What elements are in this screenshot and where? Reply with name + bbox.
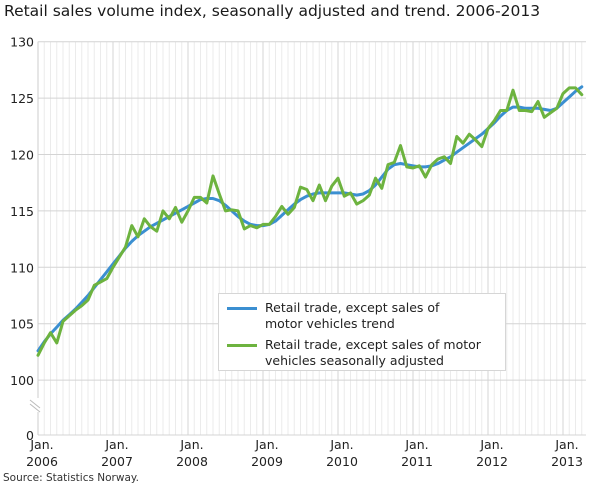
x-tick-label-year: 2012 (476, 454, 508, 469)
legend-label-sa-line2: vehicles seasonally adjusted (265, 353, 444, 368)
y-tick-label: 105 (10, 317, 34, 332)
y-tick-label: 120 (10, 148, 34, 163)
y-tick-label: 110 (10, 260, 34, 275)
x-tick-label-month: Jan. (29, 437, 53, 452)
x-tick-label-month: Jan. (554, 437, 578, 452)
x-tick-label-year: 2008 (176, 454, 208, 469)
chart-title: Retail sales volume index, seasonally ad… (4, 2, 541, 20)
x-tick-label-month: Jan. (404, 437, 428, 452)
x-tick-label-year: 2011 (401, 454, 433, 469)
axis-break-mark (29, 403, 41, 413)
legend-swatch-trend (227, 307, 257, 310)
x-tick-label-year: 2006 (26, 454, 58, 469)
legend: Retail trade, except sales of motor vehi… (218, 293, 506, 371)
legend-swatch-seasonally-adjusted (227, 344, 257, 347)
axis-break-mark (29, 399, 41, 409)
y-tick-label: 115 (10, 204, 34, 219)
x-tick-label-month: Jan. (479, 437, 503, 452)
x-tick-label-year: 2009 (251, 454, 283, 469)
x-tick-label-month: Jan. (179, 437, 203, 452)
legend-label-trend-line1: Retail trade, except sales of (265, 300, 440, 315)
y-tick-label: 130 (10, 35, 34, 50)
x-tick-label-year: 2007 (101, 454, 133, 469)
y-tick-label: 0 (26, 428, 34, 443)
x-tick-label-month: Jan. (104, 437, 128, 452)
x-tick-label-year: 2010 (326, 454, 358, 469)
x-tick-label-year: 2013 (551, 454, 583, 469)
legend-label-trend-line2: motor vehicles trend (265, 316, 395, 331)
x-tick-label-month: Jan. (254, 437, 278, 452)
y-tick-label: 125 (10, 91, 34, 106)
legend-item-trend: Retail trade, except sales of motor vehi… (227, 300, 439, 332)
x-tick-label-month: Jan. (329, 437, 353, 452)
seasonally-adjusted-series-line (36, 86, 584, 357)
y-tick-label: 100 (10, 373, 34, 388)
legend-label-sa-line1: Retail trade, except sales of motor (265, 337, 481, 352)
source-note: Source: Statistics Norway. (3, 472, 139, 484)
legend-item-seasonally-adjusted: Retail trade, except sales of motor vehi… (227, 337, 481, 369)
